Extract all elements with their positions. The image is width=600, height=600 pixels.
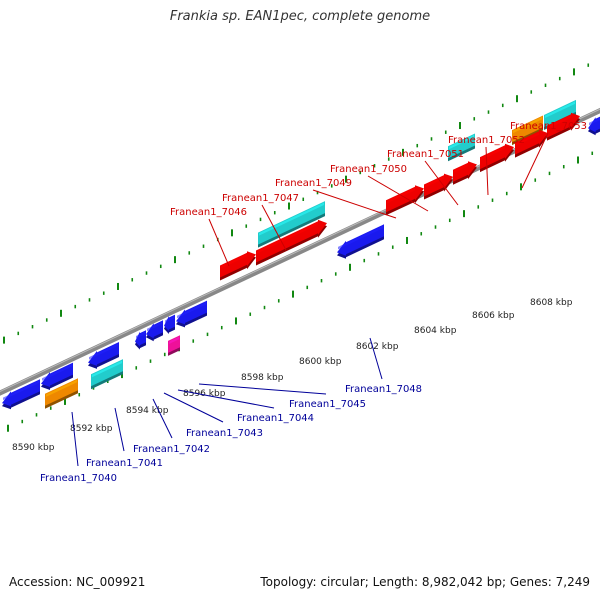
top-gene-label: Franean1_7051 bbox=[387, 149, 464, 206]
rna-cyan-feature bbox=[91, 359, 123, 390]
top-tick-track bbox=[3, 63, 590, 344]
reverse-gene bbox=[2, 379, 40, 410]
svg-text:Franean1_7047: Franean1_7047 bbox=[222, 193, 299, 204]
top-gene-label: Franean1_7053 bbox=[510, 121, 587, 189]
svg-text:Franean1_7052: Franean1_7052 bbox=[448, 135, 525, 146]
scale-label: 8598 kbp bbox=[241, 373, 284, 383]
reverse-gene bbox=[146, 320, 163, 342]
orange-feature bbox=[512, 115, 543, 146]
reverse-gene bbox=[135, 330, 146, 350]
scale-label: 8600 kbp bbox=[299, 357, 342, 367]
scale-label: 8604 kbp bbox=[414, 326, 457, 336]
bottom-gene-label: Franean1_7041 bbox=[86, 407, 163, 469]
svg-text:Franean1_7053: Franean1_7053 bbox=[510, 121, 587, 132]
svg-text:Franean1_7050: Franean1_7050 bbox=[330, 164, 407, 175]
orange-feature bbox=[45, 378, 78, 409]
top-gene-label: Franean1_7050 bbox=[330, 164, 429, 212]
scale-label: 8608 kbp bbox=[530, 298, 573, 308]
reverse-gene bbox=[88, 342, 119, 369]
bottom-tick-track bbox=[7, 151, 594, 432]
rna-cyan-feature bbox=[448, 133, 475, 162]
scale-label: 8592 kbp bbox=[70, 424, 113, 434]
forward-gene bbox=[480, 143, 514, 173]
svg-text:Franean1_7045: Franean1_7045 bbox=[289, 399, 366, 410]
svg-text:Franean1_7048: Franean1_7048 bbox=[345, 384, 422, 395]
rna-cyan-feature bbox=[544, 99, 576, 130]
map-title: Frankia sp. EAN1pec, complete genome bbox=[169, 9, 431, 24]
reverse-gene bbox=[164, 314, 175, 334]
rna-cyan-feature bbox=[258, 201, 325, 248]
svg-text:Franean1_7042: Franean1_7042 bbox=[133, 444, 210, 455]
reverse-gene bbox=[337, 224, 384, 259]
bottom-gene-label: Franean1_7043 bbox=[163, 392, 263, 439]
forward-gene bbox=[256, 219, 327, 266]
bottom-gene-label: Franean1_7045 bbox=[198, 383, 366, 410]
scale-label: 8594 kbp bbox=[126, 406, 169, 416]
scale-label: 8596 kbp bbox=[183, 389, 226, 399]
svg-text:Franean1_7044: Franean1_7044 bbox=[237, 413, 314, 424]
genome-summary-text: Topology: circular; Length: 8,982,042 bp… bbox=[260, 575, 590, 589]
forward-gene bbox=[515, 129, 548, 158]
gene-labels: Franean1_7046 Franean1_7047 Franean1_7049 F… bbox=[40, 121, 587, 484]
top-gene-label: Franean1_7047 bbox=[222, 193, 299, 251]
bottom-gene-label: Franean1_7040 bbox=[40, 411, 117, 484]
magenta-feature bbox=[168, 335, 180, 356]
scale-label: 8590 kbp bbox=[12, 443, 55, 453]
svg-text:Franean1_7051: Franean1_7051 bbox=[387, 149, 464, 160]
svg-text:Franean1_7041: Franean1_7041 bbox=[86, 458, 163, 469]
top-gene-label: Franean1_7049 bbox=[275, 178, 397, 219]
tick-tracks: 8590 kbp 8592 kbp 8594 kbp 8596 kbp 8598 kbp… bbox=[3, 63, 594, 453]
svg-text:Franean1_7046: Franean1_7046 bbox=[170, 207, 247, 218]
forward-gene bbox=[424, 173, 453, 200]
reverse-gene bbox=[588, 116, 600, 136]
forward-gene bbox=[547, 112, 580, 141]
bottom-gene-label: Franean1_7042 bbox=[133, 398, 210, 455]
bottom-gene-label: Franean1_7048 bbox=[345, 337, 422, 395]
bottom-gene-label: Franean1_7044 bbox=[177, 389, 314, 424]
reverse-gene bbox=[176, 300, 207, 328]
svg-text:Franean1_7040: Franean1_7040 bbox=[40, 473, 117, 484]
accession-text: Accession: NC_009921 bbox=[9, 575, 146, 589]
svg-text:Franean1_7049: Franean1_7049 bbox=[275, 178, 352, 189]
scale-label: 8606 kbp bbox=[472, 311, 515, 321]
gene-features bbox=[2, 99, 600, 410]
reverse-gene bbox=[41, 362, 73, 390]
top-gene-label: Franean1_7052 bbox=[448, 135, 525, 196]
svg-text:Franean1_7043: Franean1_7043 bbox=[186, 428, 263, 439]
forward-gene bbox=[220, 251, 256, 281]
top-gene-label: Franean1_7046 bbox=[170, 207, 247, 267]
forward-gene bbox=[453, 161, 477, 185]
scale-label: 8602 kbp bbox=[356, 342, 399, 352]
